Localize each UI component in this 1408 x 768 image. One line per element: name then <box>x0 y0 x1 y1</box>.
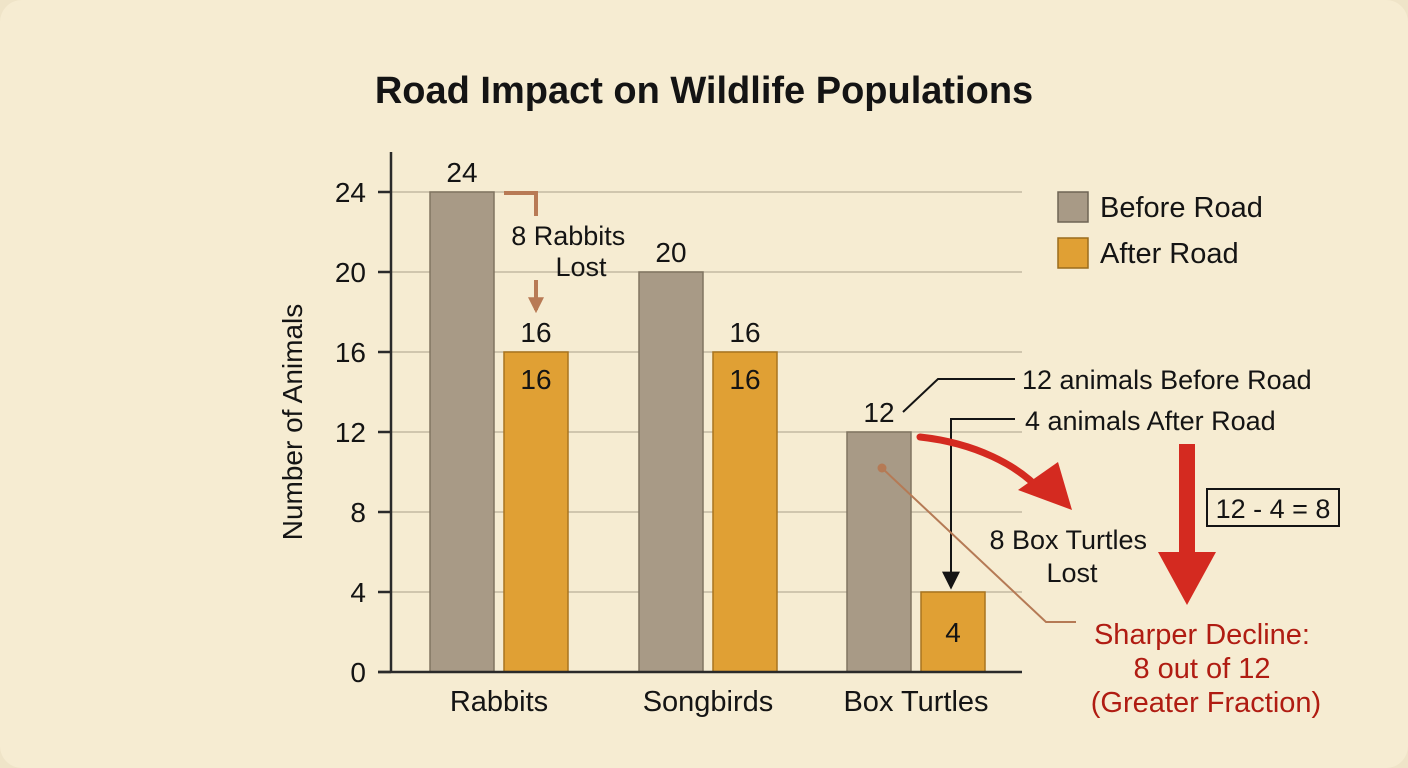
rabbits-loss-label-line1: 8 Rabbits <box>511 221 625 251</box>
decline-arrow-shaft <box>1179 444 1195 554</box>
before-note-leader <box>902 378 1015 413</box>
x-tick-label: Rabbits <box>450 686 548 718</box>
svg-text:8 Box Turtles Lost: 8 Box Turtles Lost <box>989 525 1154 588</box>
y-axis-label: Number of Animals <box>277 304 308 541</box>
after-note-leader <box>942 418 1015 590</box>
bar-value-label: 24 <box>446 157 477 188</box>
bar-inside-label: 4 <box>945 617 961 648</box>
y-tick-label: 24 <box>335 177 366 208</box>
decline-text-line3: (Greater Fraction) <box>1091 687 1321 719</box>
bar-inside-label: 16 <box>520 364 551 395</box>
svg-text:Sharper Decline: 8 out of: Sharper Decline: 8 out of 12 (Greater Fr… <box>1091 619 1321 719</box>
bar-value-label: 16 <box>729 317 760 348</box>
equation-text: 12 - 4 = 8 <box>1216 494 1331 524</box>
bar-labels: 24 16 16 20 16 16 12 4 <box>446 157 960 648</box>
y-tick-label: 0 <box>350 657 366 688</box>
legend-label-before: Before Road <box>1100 192 1263 224</box>
turtle-callouts: 12 animals Before Road 4 animals After R… <box>902 365 1312 590</box>
y-ticks: 0 4 8 12 16 20 24 <box>335 177 391 688</box>
y-tick-label: 16 <box>335 337 366 368</box>
x-ticks: Rabbits Songbirds Box Turtles <box>450 686 989 718</box>
legend-swatch-after <box>1057 237 1089 269</box>
rabbits-loss-label-line2: Lost <box>555 252 607 282</box>
after-note: 4 animals After Road <box>1025 406 1276 436</box>
bar-after-road <box>712 351 778 673</box>
legend-label-after: After Road <box>1100 238 1239 270</box>
equation-box: 12 - 4 = 8 <box>1206 488 1340 527</box>
decline-curve <box>916 433 1046 496</box>
bar-before-road <box>846 431 912 673</box>
y-tick-label: 4 <box>350 577 366 608</box>
decline-curve-head <box>1018 462 1072 510</box>
svg-text:8 Rabbits Lost: 8 Rabbits Lost <box>511 221 633 282</box>
rabbits-loss-annotation: 8 Rabbits Lost <box>504 191 633 314</box>
decline-leader <box>877 463 1076 623</box>
bars <box>429 191 986 673</box>
bar-inside-label: 16 <box>729 364 760 395</box>
bar-before-road <box>638 271 704 673</box>
grid <box>392 191 1022 593</box>
bar-value-label: 20 <box>655 237 686 268</box>
rabbits-loss-bracket <box>504 191 538 216</box>
decline-text-line1: Sharper Decline: <box>1094 619 1310 651</box>
bar-value-label: 16 <box>520 317 551 348</box>
before-note: 12 animals Before Road <box>1022 365 1312 395</box>
y-tick-label: 8 <box>350 497 366 528</box>
legend-swatch-before <box>1057 191 1089 223</box>
y-tick-label: 20 <box>335 257 366 288</box>
equation-frame <box>1206 488 1340 527</box>
legend-item-before: Before Road <box>1057 191 1263 224</box>
turtles-loss-line1: 8 Box Turtles <box>989 525 1147 555</box>
decline-curve-arrow <box>916 433 1072 510</box>
decline-text-line2: 8 out of 12 <box>1133 653 1270 685</box>
x-tick-label: Box Turtles <box>843 686 988 718</box>
x-tick-label: Songbirds <box>643 686 774 718</box>
bar-after-road <box>920 591 986 673</box>
legend-item-after: After Road <box>1057 237 1239 270</box>
y-tick-label: 12 <box>335 417 366 448</box>
decline-down-arrow <box>1158 444 1216 605</box>
decline-arrow-head <box>1158 552 1216 605</box>
decline-leader-line <box>881 467 1076 623</box>
turtles-loss-line2: Lost <box>1046 558 1098 588</box>
legend: Before Road After Road <box>1057 191 1263 270</box>
bar-before-road <box>429 191 495 673</box>
bar-after-road <box>503 351 569 673</box>
chart-title: Road Impact on Wildlife Populations <box>375 70 1033 112</box>
bar-value-label: 12 <box>863 397 894 428</box>
